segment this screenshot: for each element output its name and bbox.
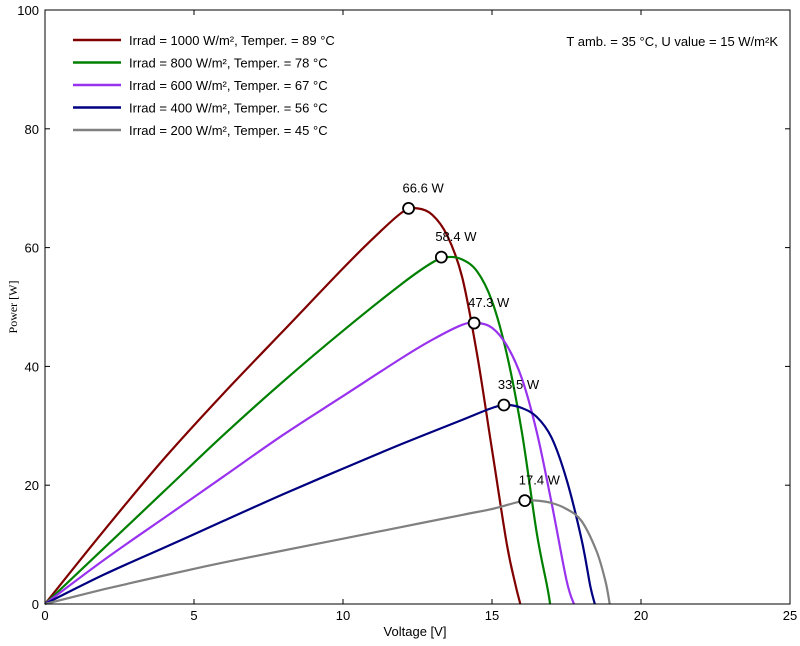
legend-item-3: Irrad = 600 W/m², Temper. = 67 °C [129, 78, 328, 93]
mpp-label-5: 17.4 W [519, 473, 561, 488]
series-line-5 [44, 499, 611, 606]
y-tick-label: 0 [32, 597, 39, 612]
y-tick-label: 80 [25, 122, 39, 137]
y-axis-label: Power [W] [6, 281, 20, 334]
mpp-marker-4 [497, 398, 511, 412]
legend-item-4: Irrad = 400 W/m², Temper. = 56 °C [129, 101, 328, 116]
x-tick-label: 20 [634, 608, 648, 623]
series-line-3 [44, 321, 575, 605]
mpp-label-1: 66.6 W [403, 180, 445, 195]
mpp-marker-1 [402, 201, 415, 215]
y-tick-label: 60 [25, 241, 39, 256]
x-tick-label: 15 [485, 608, 499, 623]
plot-frame [44, 9, 791, 605]
mpp-label-2: 58.4 W [435, 229, 477, 244]
x-axis-label: Voltage [V] [384, 624, 447, 639]
mpp-marker-3 [467, 316, 481, 330]
x-tick-label: 5 [190, 608, 197, 623]
series-layer [44, 206, 611, 606]
ambient-conditions-note: T amb. = 35 °C, U value = 15 W/m²K [566, 34, 778, 49]
series-line-4 [44, 403, 596, 605]
y-tick-label: 40 [25, 359, 39, 374]
y-tick-label: 20 [25, 478, 39, 493]
legend: Irrad = 1000 W/m², Temper. = 89 °C Irrad … [73, 33, 335, 138]
legend-item-2: Irrad = 800 W/m², Temper. = 78 °C [129, 56, 328, 71]
x-tick-label: 10 [336, 608, 350, 623]
series-line-1 [44, 206, 522, 605]
mpp-marker-layer: 66.6 W 58.4 W 47.3 W 33.5 W 17.4 W [402, 180, 561, 508]
mpp-marker-5 [518, 494, 532, 508]
mpp-marker-2 [434, 250, 448, 264]
legend-item-5: Irrad = 200 W/m², Temper. = 45 °C [129, 123, 328, 138]
axes: 0 5 10 15 20 25 0 20 40 60 80 100 [17, 3, 797, 623]
mpp-label-3: 47.3 W [468, 295, 510, 310]
y-tick-label: 100 [17, 3, 39, 18]
mpp-label-4: 33.5 W [498, 377, 540, 392]
x-tick-label: 0 [41, 608, 48, 623]
legend-item-1: Irrad = 1000 W/m², Temper. = 89 °C [129, 33, 335, 48]
x-tick-label: 25 [783, 608, 797, 623]
